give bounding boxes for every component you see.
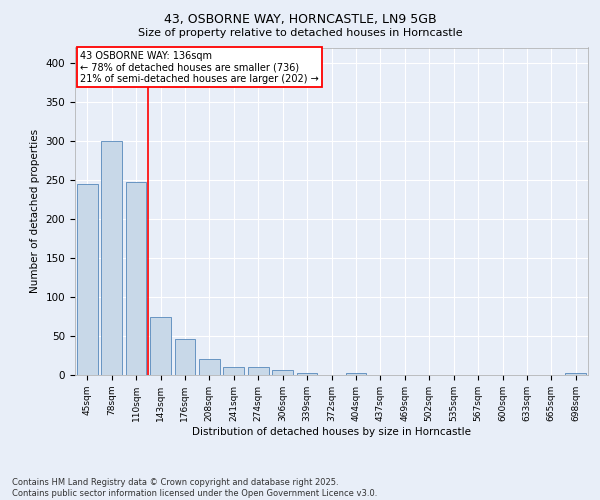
- Y-axis label: Number of detached properties: Number of detached properties: [30, 129, 40, 294]
- Bar: [346, 372, 367, 375]
- Bar: [223, 367, 244, 375]
- Bar: [175, 339, 196, 375]
- Bar: [248, 367, 269, 375]
- Text: Contains HM Land Registry data © Crown copyright and database right 2025.
Contai: Contains HM Land Registry data © Crown c…: [12, 478, 377, 498]
- Text: 43 OSBORNE WAY: 136sqm
← 78% of detached houses are smaller (736)
21% of semi-de: 43 OSBORNE WAY: 136sqm ← 78% of detached…: [80, 51, 319, 84]
- Text: Size of property relative to detached houses in Horncastle: Size of property relative to detached ho…: [137, 28, 463, 38]
- Bar: [199, 358, 220, 375]
- Bar: [565, 372, 586, 375]
- Bar: [150, 316, 171, 375]
- Bar: [125, 182, 146, 375]
- Bar: [101, 141, 122, 375]
- X-axis label: Distribution of detached houses by size in Horncastle: Distribution of detached houses by size …: [192, 426, 471, 436]
- Bar: [77, 184, 98, 375]
- Bar: [296, 372, 317, 375]
- Bar: [272, 370, 293, 375]
- Text: 43, OSBORNE WAY, HORNCASTLE, LN9 5GB: 43, OSBORNE WAY, HORNCASTLE, LN9 5GB: [164, 12, 436, 26]
